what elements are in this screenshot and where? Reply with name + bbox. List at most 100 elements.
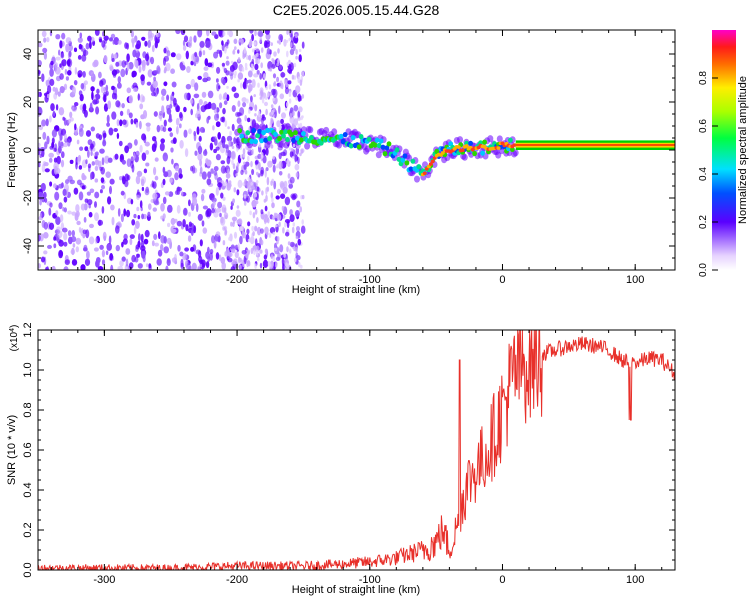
spectrogram-blob [102, 130, 107, 139]
spectrogram-blob [161, 95, 165, 101]
spectrogram-blob [151, 92, 156, 97]
spectrogram-blob [278, 160, 283, 170]
spectrogram-blob-faint [265, 108, 268, 116]
spectrogram-blob [220, 160, 226, 165]
spectrogram-blob [74, 67, 78, 75]
spectrogram-blob [49, 181, 53, 187]
spectrogram-blob [153, 70, 159, 75]
spectrogram-blob [284, 87, 290, 95]
spectrogram-blob [188, 199, 191, 207]
spectrogram-blob [82, 233, 86, 239]
trace-fringe [510, 146, 515, 152]
spectrogram-blob [88, 236, 95, 245]
spectrogram-blob [120, 68, 126, 78]
spectrogram-blob-faint [224, 47, 227, 52]
spectrogram-blob-faint [271, 197, 274, 203]
trace-halo [304, 142, 311, 150]
spectrogram-blob [205, 40, 211, 48]
spectrogram-blob [82, 229, 87, 235]
spectrogram-blob-faint [256, 257, 260, 262]
spectrogram-blob [90, 86, 95, 92]
spectrogram-blob [221, 135, 226, 145]
trace-halo [336, 141, 342, 149]
spectrogram-blob [192, 197, 198, 206]
spectrogram-blob [158, 231, 161, 240]
spectrogram-blob [94, 212, 99, 222]
spectrogram-blob [97, 266, 104, 270]
spectrogram-blob-faint [272, 256, 276, 262]
spectrogram-blob [126, 87, 132, 94]
spectrogram-blob [198, 135, 202, 142]
spectrogram-blob [108, 235, 112, 245]
spectrogram-blob [129, 238, 133, 246]
spectrogram-blob [75, 246, 80, 253]
colorbar-label: Normalized spectral amplitude [737, 76, 749, 224]
spectrogram-blob [163, 246, 169, 254]
spectrogram-blob-faint [237, 256, 241, 264]
y-tick-label: 0 [22, 147, 34, 153]
spectrogram-blob [78, 128, 84, 137]
spectrogram-blob-faint [249, 187, 252, 193]
spectrogram-blob [213, 170, 218, 176]
spectrogram-blob [256, 186, 260, 192]
spectrogram-blob [65, 43, 70, 53]
spectrogram-blob [199, 166, 203, 175]
spectrogram-blob-faint [277, 58, 280, 64]
y-tick-label: 20 [22, 96, 34, 108]
snr-ticks: -300 -200 -100 0 100 0.0 0.2 0.4 0.6 0.8 1.0 1.2 [22, 322, 675, 586]
spectrogram-blob-faint [248, 109, 251, 114]
spectrogram-blob [105, 250, 109, 256]
spectrogram-blob [101, 259, 106, 266]
spectrogram-blob [226, 135, 233, 142]
spectrogram-blob [297, 110, 301, 119]
x-tick-label: 100 [626, 574, 644, 586]
spectrogram-blob [200, 193, 205, 202]
spectrogram-blob [253, 73, 259, 78]
spectrogram-blob [46, 37, 50, 43]
spectrogram-blob [215, 252, 220, 260]
spectrogram-blob-faint [251, 65, 254, 72]
spectrogram-blob [86, 250, 90, 260]
spectrogram-blob [59, 86, 65, 94]
spectrogram-trace [234, 122, 675, 183]
trace-fringe [384, 145, 390, 151]
spectrogram-blob-faint [295, 172, 299, 178]
spectrogram-blob-faint [256, 217, 259, 223]
spectrogram-blob [211, 235, 215, 244]
spectrogram-blob [54, 191, 60, 201]
spectrogram-blob [80, 264, 86, 270]
spectrogram-blob-faint [271, 58, 275, 62]
spectrogram-blob [160, 215, 165, 220]
spectrogram-blob [93, 247, 99, 252]
spectrogram-blob [202, 50, 206, 56]
spectrogram-blob [119, 119, 123, 127]
spectrogram-blob-faint [295, 246, 298, 254]
spectrogram-blob [233, 231, 238, 239]
spectrogram-blob [124, 264, 130, 270]
trace-fringe [281, 133, 286, 139]
trace-fringe [299, 137, 304, 143]
spectrogram-blob [142, 110, 148, 119]
spectrogram-blob [212, 125, 215, 131]
spectrogram-blob [55, 216, 61, 225]
spectrogram-blob-faint [301, 219, 305, 225]
spectrogram-blob [90, 71, 94, 78]
spectrogram-blob [136, 206, 140, 212]
spectrogram-blob-faint [267, 260, 271, 267]
snr-panel: -300 -200 -100 0 100 0.0 0.2 0.4 0.6 0.8 1.0 1.2 He… [6, 322, 676, 596]
spectrogram-blob [98, 71, 102, 79]
spectrogram-blob [237, 218, 243, 226]
spectrogram-blob [201, 91, 207, 98]
trace-fringe [372, 142, 378, 148]
trace-fringe [301, 131, 306, 137]
trace-core [428, 162, 433, 166]
spectrogram-blob [140, 233, 144, 243]
spectrogram-blob-faint [291, 74, 295, 80]
spectrogram-blob [141, 62, 146, 72]
spectrogram-blob [161, 88, 167, 97]
spectrogram-blob [294, 163, 300, 171]
spectrogram-blob [84, 146, 89, 152]
spectrogram-blob [121, 159, 126, 165]
spectrogram-blob [176, 220, 183, 227]
spectrogram-blob [295, 252, 299, 258]
